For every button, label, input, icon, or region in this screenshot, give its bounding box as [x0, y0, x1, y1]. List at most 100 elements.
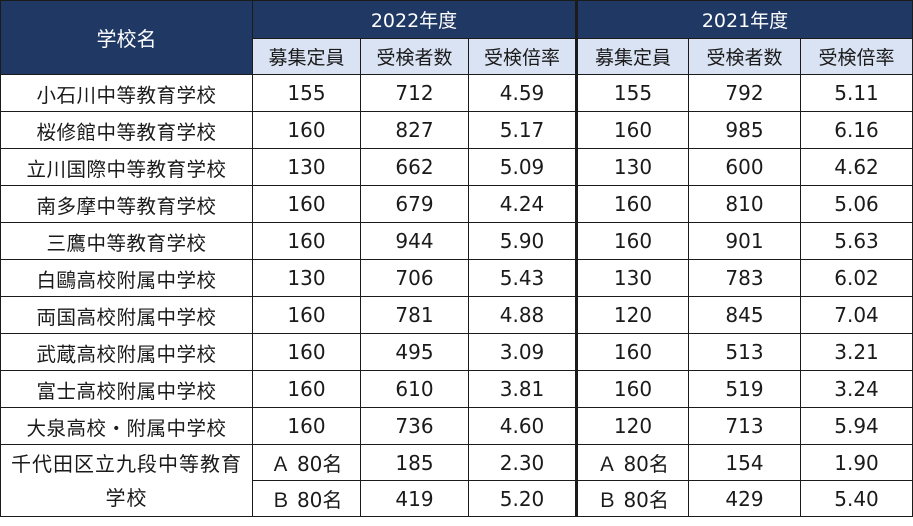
ratio-2022-b: 5.20: [468, 480, 577, 517]
school-name: 大泉高校・附属中学校: [0, 407, 253, 445]
table-row-kudan-a: 千代田区立九段中等教育学校 Ａ 80名 185 2.30 Ａ 80名 154 1…: [0, 444, 913, 517]
applicants-2022: 662: [360, 148, 469, 186]
school-name: 立川国際中等教育学校: [0, 148, 253, 186]
capacity-2021: 160: [575, 185, 689, 223]
applicants-2021: 519: [688, 370, 801, 408]
ratio-2021: 7.04: [800, 296, 913, 334]
school-name-header: 学校名: [0, 0, 253, 75]
applicants-2022: 495: [360, 333, 469, 371]
ratio-2021: 4.62: [800, 148, 913, 186]
table-body: 小石川中等教育学校 155 712 4.59 155 792 5.11 桜修館中…: [0, 74, 913, 517]
ratio-2022: 5.17: [468, 111, 577, 149]
applicants-2021: 600: [688, 148, 801, 186]
applicants-2022: 736: [360, 407, 469, 445]
ratio-2021: 6.16: [800, 111, 913, 149]
school-name: 両国高校附属中学校: [0, 296, 253, 334]
ratio-2021: 3.21: [800, 333, 913, 371]
capacity-2022: 155: [252, 74, 361, 112]
capacity-2022-b: Ｂ 80名: [252, 480, 361, 517]
table-row: 大泉高校・附属中学校 160 736 4.60 120 713 5.94: [0, 407, 913, 445]
ratio-2022-a: 2.30: [468, 444, 577, 481]
capacity-2022: 160: [252, 296, 361, 334]
applicants-2022-a: 185: [360, 444, 469, 481]
ratio-2022: 5.90: [468, 222, 577, 260]
applicants-2021: 985: [688, 111, 801, 149]
applicants-2022: 944: [360, 222, 469, 260]
capacity-2021-b: Ｂ 80名: [575, 480, 689, 517]
ratio-2022: 4.59: [468, 74, 577, 112]
school-name: 武蔵高校附属中学校: [0, 333, 253, 371]
applicants-2022: 827: [360, 111, 469, 149]
school-name: 南多摩中等教育学校: [0, 185, 253, 223]
ratio-2022: 4.60: [468, 407, 577, 445]
col-ratio-2021: 受検倍率: [800, 38, 913, 75]
capacity-2021: 130: [575, 148, 689, 186]
col-capacity-2022: 募集定員: [252, 38, 361, 75]
capacity-2021: 155: [575, 74, 689, 112]
applicants-2021-b: 429: [688, 480, 801, 517]
ratio-2021-a: 1.90: [800, 444, 913, 481]
ratio-2022: 3.09: [468, 333, 577, 371]
applicants-2022-b: 419: [360, 480, 469, 517]
capacity-2021-a: Ａ 80名: [575, 444, 689, 481]
school-name: 桜修館中等教育学校: [0, 111, 253, 149]
capacity-2021: 130: [575, 259, 689, 297]
col-ratio-2022: 受検倍率: [468, 38, 577, 75]
table-row: 三鷹中等教育学校 160 944 5.90 160 901 5.63: [0, 222, 913, 260]
table-row: 立川国際中等教育学校 130 662 5.09 130 600 4.62: [0, 148, 913, 186]
ratio-2021: 5.06: [800, 185, 913, 223]
ratio-2022: 4.24: [468, 185, 577, 223]
capacity-2021: 160: [575, 111, 689, 149]
applicants-2021: 901: [688, 222, 801, 260]
school-name: 三鷹中等教育学校: [0, 222, 253, 260]
ratio-2021: 5.63: [800, 222, 913, 260]
capacity-2021: 160: [575, 370, 689, 408]
applicants-2021: 713: [688, 407, 801, 445]
header-row-years: 学校名 2022年度 2021年度: [0, 0, 913, 75]
ratio-2021: 5.11: [800, 74, 913, 112]
table-row: 両国高校附属中学校 160 781 4.88 120 845 7.04: [0, 296, 913, 334]
table-row-kudan-b: Ｂ 80名 419 5.20 Ｂ 80名 429 5.40: [1, 480, 913, 517]
capacity-2021: 120: [575, 407, 689, 445]
applicants-2022: 679: [360, 185, 469, 223]
col-applicants-2022: 受検者数: [360, 38, 469, 75]
applicants-2022: 781: [360, 296, 469, 334]
capacity-2022: 160: [252, 407, 361, 445]
capacity-2021: 160: [575, 333, 689, 371]
applicants-2021: 845: [688, 296, 801, 334]
ratio-2021: 5.94: [800, 407, 913, 445]
ratio-2022: 3.81: [468, 370, 577, 408]
capacity-2022: 160: [252, 111, 361, 149]
school-name-kudan: 千代田区立九段中等教育学校: [0, 444, 253, 517]
applicants-2021-a: 154: [688, 444, 801, 481]
ratio-2021: 3.24: [800, 370, 913, 408]
year-2022-header: 2022年度: [252, 0, 577, 39]
table-row: 白鷗高校附属中学校 130 706 5.43 130 783 6.02: [0, 259, 913, 297]
applicants-2022: 610: [360, 370, 469, 408]
applicants-2021: 513: [688, 333, 801, 371]
header-row-columns: 募集定員 受検者数 受検倍率 募集定員 受検者数 受検倍率: [1, 38, 913, 75]
school-name: 富士高校附属中学校: [0, 370, 253, 408]
table-row: 小石川中等教育学校 155 712 4.59 155 792 5.11: [0, 74, 913, 112]
applicants-2021: 792: [688, 74, 801, 112]
ratio-2022: 4.88: [468, 296, 577, 334]
capacity-2021: 120: [575, 296, 689, 334]
capacity-2022: 160: [252, 370, 361, 408]
applicants-2021: 783: [688, 259, 801, 297]
col-capacity-2021: 募集定員: [575, 38, 689, 75]
capacity-2022: 130: [252, 148, 361, 186]
ratio-2022: 5.43: [468, 259, 577, 297]
applicants-2022: 712: [360, 74, 469, 112]
school-name: 白鷗高校附属中学校: [0, 259, 253, 297]
capacity-2022-a: Ａ 80名: [252, 444, 361, 481]
col-applicants-2021: 受検者数: [688, 38, 801, 75]
ratio-2021-b: 5.40: [800, 480, 913, 517]
school-name: 小石川中等教育学校: [0, 74, 253, 112]
table-row: 南多摩中等教育学校 160 679 4.24 160 810 5.06: [0, 185, 913, 223]
capacity-2022: 160: [252, 222, 361, 260]
capacity-2021: 160: [575, 222, 689, 260]
capacity-2022: 160: [252, 333, 361, 371]
capacity-2022: 160: [252, 185, 361, 223]
table-row: 富士高校附属中学校 160 610 3.81 160 519 3.24: [0, 370, 913, 408]
